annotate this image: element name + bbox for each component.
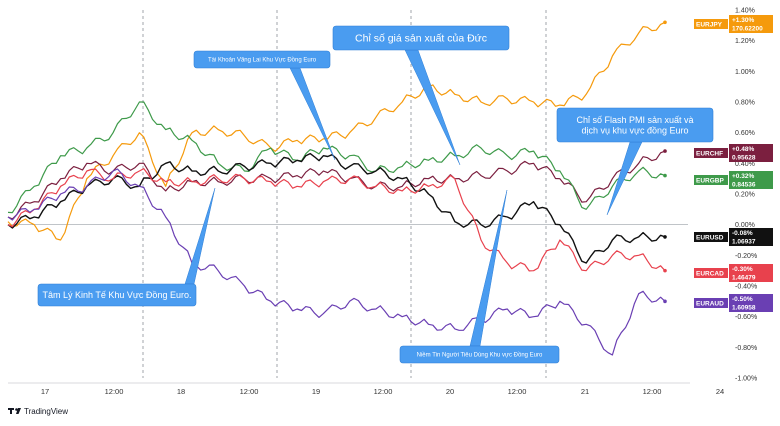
series-last-point xyxy=(663,268,667,273)
series-line-eurchf xyxy=(7,150,666,220)
series-line-eurjpy xyxy=(7,21,666,241)
symbol-tag xyxy=(694,148,728,158)
x-tick-label: 12:00 xyxy=(240,387,259,396)
annotation-callout: Tài Khoản Vãng Lai Khu Vực Đồng Euro xyxy=(193,50,336,161)
session-separators xyxy=(142,10,547,378)
value-tag-last: 170.62200 xyxy=(732,26,763,33)
tradingview-logo-dot xyxy=(15,408,18,411)
price-tags: EURJPY +1.30% 170.62200 EURCHF +0.48% 0.95628… xyxy=(694,15,773,312)
y-tick-label: -0.40% xyxy=(735,284,757,291)
value-tag-change: -0.08% xyxy=(732,230,753,237)
y-tick-label: 1.40% xyxy=(735,8,755,15)
symbol-tag-label: EURGBP xyxy=(696,178,724,185)
value-tag xyxy=(729,15,773,33)
series-last-point xyxy=(663,149,667,153)
series-last-point xyxy=(663,299,667,304)
annotation-text: Tài Khoản Vãng Lai Khu Vực Đồng Euro xyxy=(208,58,317,64)
series-line-eurgbp xyxy=(7,101,666,214)
y-tick-label: 0.60% xyxy=(735,130,755,137)
value-tag-last: 1.60958 xyxy=(732,305,756,312)
symbol-tag xyxy=(694,232,728,242)
y-tick-label: 1.20% xyxy=(735,38,755,45)
symbol-tag xyxy=(694,175,728,185)
series-line-eurcad xyxy=(7,168,666,272)
annotations-layer: Tài Khoản Vãng Lai Khu Vực Đồng Euro Chỉ … xyxy=(37,25,714,364)
value-tag xyxy=(729,171,773,189)
annotation-text: Chỉ số Flash PMI sản xuất và xyxy=(576,115,693,125)
value-tag-change: +0.32% xyxy=(732,173,754,180)
tradingview-logo-slash xyxy=(16,408,21,414)
value-tag-change: -0.30% xyxy=(732,266,753,273)
x-tick-label: 12:00 xyxy=(105,387,124,396)
annotation-callout: Niềm Tin Người Tiêu Dùng Khu vực Đồng Eu… xyxy=(399,189,560,364)
x-tick-label: 12:00 xyxy=(508,387,527,396)
annotation-box xyxy=(332,25,510,51)
value-tag-change: -0.50% xyxy=(732,296,753,303)
y-tick-label: -0.80% xyxy=(735,345,757,352)
value-tag-last: 1.06937 xyxy=(732,239,756,246)
value-tag-last: 0.84536 xyxy=(732,182,756,189)
symbol-tag-label: EURUSD xyxy=(696,235,724,242)
value-tag xyxy=(729,144,773,162)
symbol-tag-label: EURJPY xyxy=(696,22,723,29)
y-tick-label: -1.00% xyxy=(735,376,757,383)
series-line-euraud xyxy=(7,168,666,356)
y-tick-label: 0.20% xyxy=(735,192,755,199)
tradingview-logo-mark xyxy=(8,408,14,414)
series-layer xyxy=(7,20,667,356)
y-tick-label: 0.00% xyxy=(735,222,755,229)
annotation-box xyxy=(556,107,714,143)
annotation-text: dịch vụ khu vực đồng Euro xyxy=(581,126,688,136)
x-tick-label: 21 xyxy=(581,387,589,396)
series-last-point xyxy=(663,235,667,239)
symbol-tag xyxy=(694,298,728,308)
series-last-point xyxy=(663,20,667,25)
annotation-text: Tâm Lý Kinh Tế Khu Vực Đồng Euro. xyxy=(43,290,192,300)
y-tick-label: 0.40% xyxy=(735,161,755,168)
annotation-box xyxy=(37,283,197,307)
tradingview-brand: TradingView xyxy=(24,407,68,416)
annotation-callout: Tâm Lý Kinh Tế Khu Vực Đồng Euro. xyxy=(37,187,216,307)
y-axis: 1.40% 1.20% 1.00% 0.80% 0.60% 0.40% 0.20% 0.00%… xyxy=(735,8,757,383)
annotation-callout: Chỉ số giá sản xuất của Đức xyxy=(332,25,510,166)
value-tag-change: +0.48% xyxy=(732,146,754,153)
series-line-eurusd xyxy=(7,152,666,264)
value-tag xyxy=(729,264,773,282)
annotation-text: Chỉ số giá sản xuất của Đức xyxy=(355,33,487,45)
symbol-tag-label: EURAUD xyxy=(696,301,724,308)
x-axis: 17 12:00 18 12:00 19 12:00 20 12:00 21 12:00 24 xyxy=(41,387,724,396)
y-tick-label: 0.80% xyxy=(735,100,755,107)
x-tick-label: 17 xyxy=(41,387,49,396)
series-last-point xyxy=(663,173,667,178)
symbol-tag-label: EURCHF xyxy=(696,151,723,158)
x-tick-label: 19 xyxy=(312,387,320,396)
symbol-tag xyxy=(694,19,728,29)
y-tick-label: -0.60% xyxy=(735,314,757,321)
symbol-tag-label: EURCAD xyxy=(696,271,724,278)
x-tick-label: 12:00 xyxy=(643,387,662,396)
annotation-text: Niềm Tin Người Tiêu Dùng Khu vực Đồng Eu… xyxy=(417,353,543,359)
symbol-tag xyxy=(694,268,728,278)
value-tag xyxy=(729,228,773,246)
x-tick-label: 18 xyxy=(177,387,185,396)
x-tick-label: 24 xyxy=(716,387,724,396)
annotation-box xyxy=(399,345,560,364)
value-tag xyxy=(729,294,773,312)
y-tick-label: 1.00% xyxy=(735,69,755,76)
x-tick-label: 12:00 xyxy=(374,387,393,396)
x-tick-label: 20 xyxy=(446,387,454,396)
tradingview-logo: TradingView xyxy=(8,407,68,416)
value-tag-change: +1.30% xyxy=(732,17,754,24)
y-tick-label: -0.20% xyxy=(735,253,757,260)
annotation-box xyxy=(193,50,331,69)
value-tag-last: 0.95628 xyxy=(732,155,756,162)
value-tag-last: 1.46479 xyxy=(732,275,756,282)
